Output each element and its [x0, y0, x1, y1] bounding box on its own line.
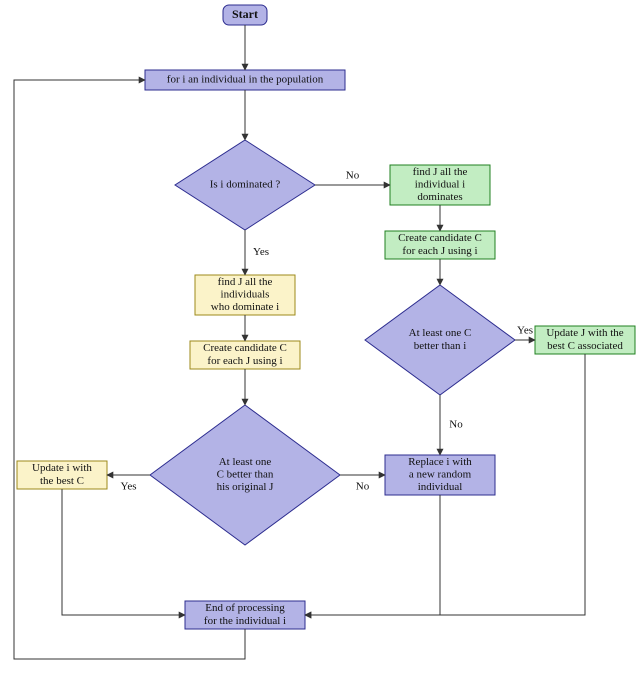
- node-forI-label-0: for i an individual in the population: [167, 74, 324, 86]
- node-replace-label-0: Replace i with: [408, 456, 472, 468]
- edge-label-decY-updI: Yes: [120, 481, 136, 493]
- node-findJg: find J all theindividual idominates: [390, 165, 490, 205]
- node-findJy-label-2: who dominate i: [211, 301, 279, 313]
- node-replace-label-2: individual: [418, 481, 463, 493]
- node-replace: Replace i witha new randomindividual: [385, 455, 495, 495]
- edge-isDom-findJg: No: [315, 170, 390, 185]
- edge-isDom-findJy: Yes: [245, 230, 269, 275]
- edge-replace-end: [305, 495, 440, 615]
- node-decY: At least oneC better thanhis original J: [150, 405, 340, 545]
- node-end: End of processingfor the individual i: [185, 601, 305, 629]
- edge-decG-replace: No: [440, 395, 463, 455]
- node-findJy-label-0: find J all the: [218, 276, 273, 288]
- node-decG-label-1: better than i: [414, 340, 467, 352]
- node-findJg-label-1: individual i: [415, 179, 465, 191]
- node-updI-label-1: the best C: [40, 475, 84, 487]
- node-isDom: Is i dominated ?: [175, 140, 315, 230]
- edge-decG-updJ: Yes: [515, 325, 535, 340]
- edge-label-isDom-findJy: Yes: [253, 246, 269, 258]
- node-updJ: Update J with thebest C associated: [535, 326, 635, 354]
- edge-label-decG-replace: No: [449, 419, 463, 431]
- node-decY-label-2: his original J: [217, 481, 275, 493]
- node-decG-label-0: At least one C: [409, 327, 472, 339]
- node-candG: Create candidate Cfor each J using i: [385, 231, 495, 259]
- node-findJy: find J all theindividualswho dominate i: [195, 275, 295, 315]
- node-findJg-label-2: dominates: [417, 191, 462, 203]
- node-updJ-label-0: Update J with the: [546, 327, 623, 339]
- node-candY-label-0: Create candidate C: [203, 342, 287, 354]
- node-updI: Update i withthe best C: [17, 461, 107, 489]
- node-candY: Create candidate Cfor each J using i: [190, 341, 300, 369]
- node-findJg-label-0: find J all the: [413, 166, 468, 178]
- node-updI-label-0: Update i with: [32, 462, 92, 474]
- node-candG-label-0: Create candidate C: [398, 232, 482, 244]
- node-candG-label-1: for each J using i: [402, 245, 477, 257]
- edge-updI-end: [62, 489, 185, 615]
- node-decG: At least one Cbetter than i: [365, 285, 515, 395]
- edge-decY-updI: Yes: [107, 475, 150, 493]
- node-isDom-label-0: Is i dominated ?: [210, 179, 281, 191]
- node-updJ-label-1: best C associated: [547, 340, 623, 352]
- node-findJy-label-1: individuals: [221, 289, 270, 301]
- edge-label-isDom-findJg: No: [346, 170, 360, 182]
- node-replace-label-1: a new random: [409, 469, 472, 481]
- edge-decY-replace: No: [340, 475, 385, 493]
- flowchart-canvas: Start for i an individual in the populati…: [0, 0, 640, 681]
- edge-label-decY-replace: No: [356, 481, 370, 493]
- node-end-label-0: End of processing: [205, 602, 285, 614]
- edge-label-decG-updJ: Yes: [517, 325, 533, 337]
- node-start-label-0: Start: [232, 7, 258, 21]
- node-start: Start: [223, 5, 267, 25]
- node-decY-label-1: C better than: [217, 469, 274, 481]
- node-candY-label-1: for each J using i: [207, 355, 282, 367]
- node-end-label-1: for the individual i: [204, 615, 286, 627]
- node-decY-label-0: At least one: [219, 456, 272, 468]
- node-forI: for i an individual in the population: [145, 70, 345, 90]
